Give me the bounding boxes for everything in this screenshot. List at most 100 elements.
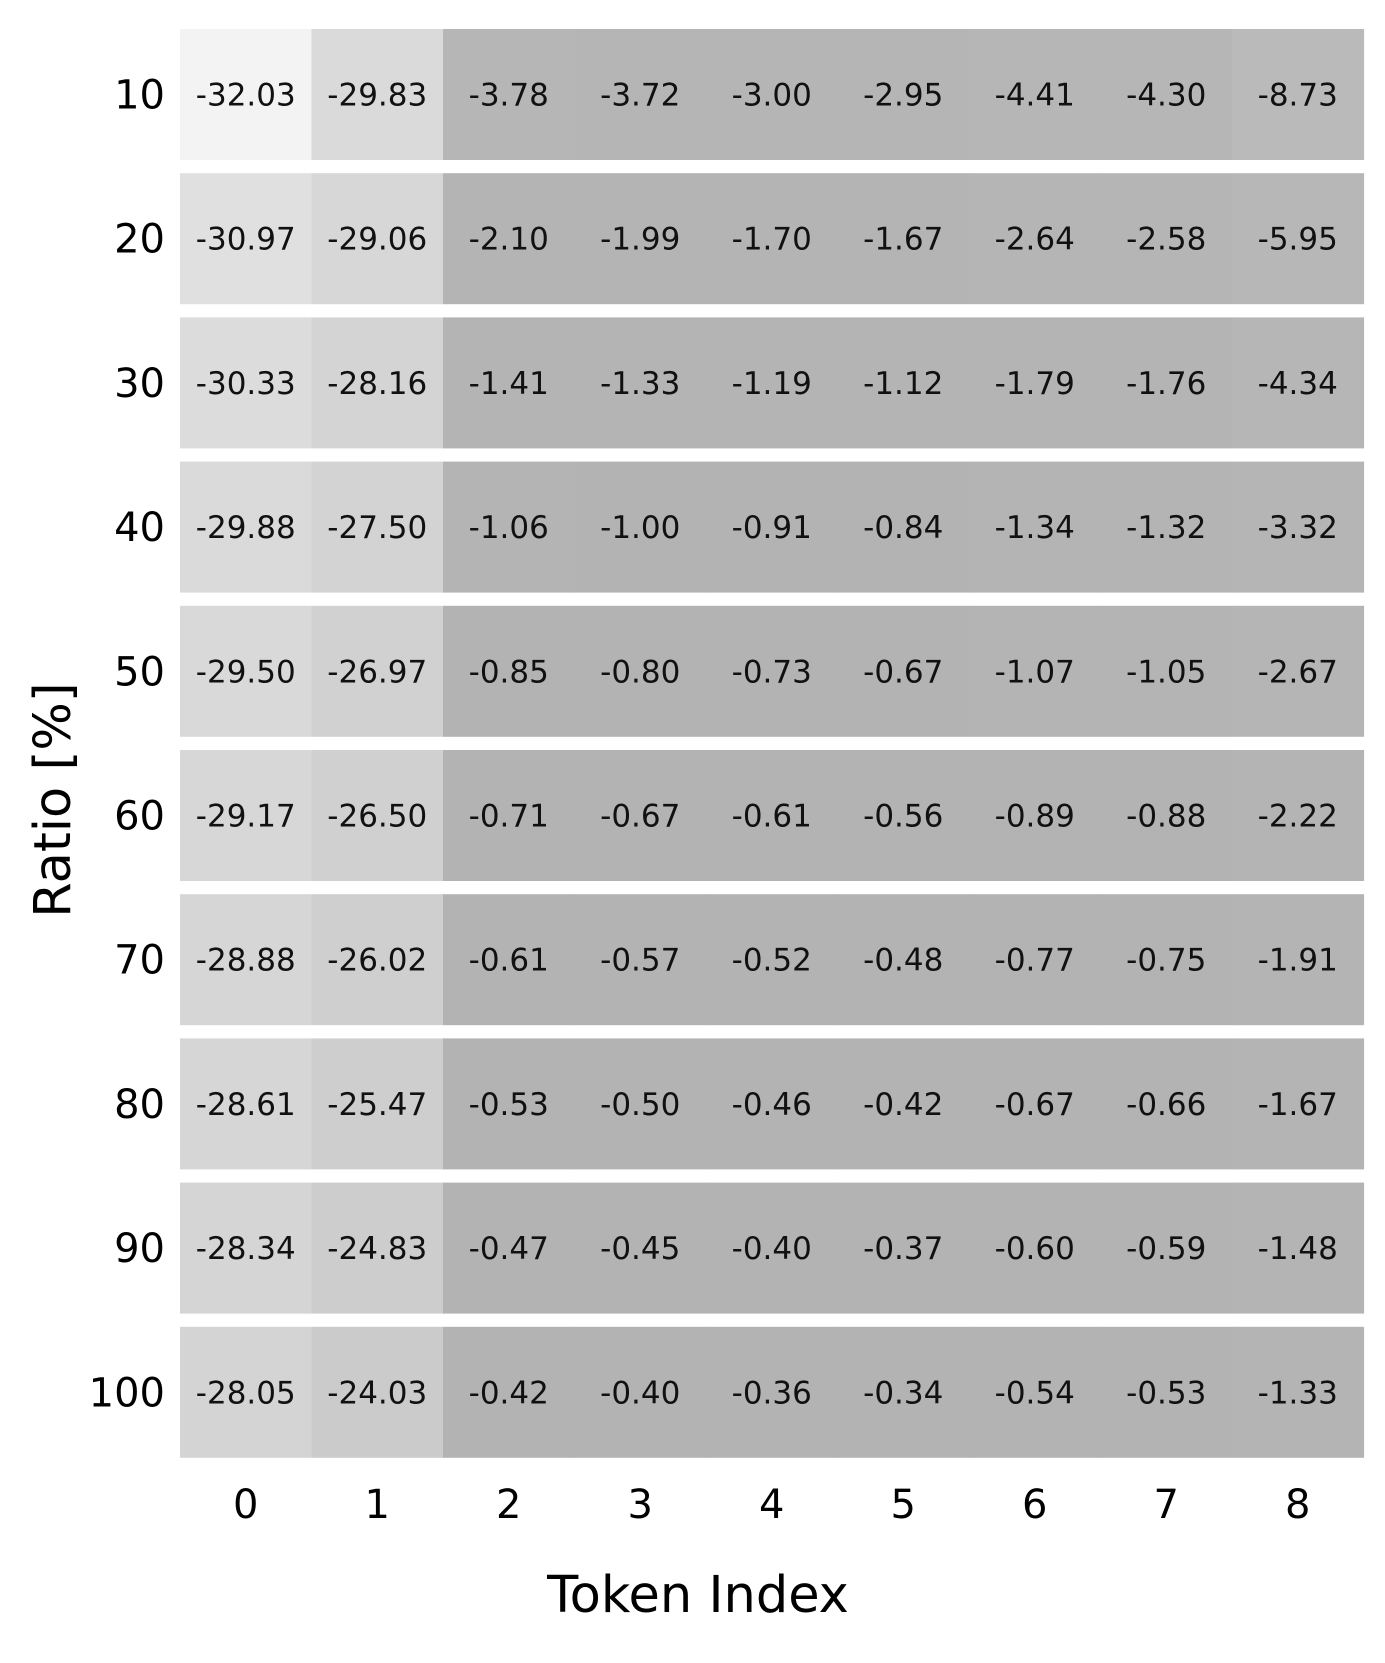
cell-value-label: -1.91 (1258, 943, 1338, 979)
heatmap-cell (969, 605, 1102, 737)
heatmap-cell (443, 173, 576, 305)
heatmap-cell (574, 29, 707, 160)
heatmap-cell (837, 605, 970, 737)
x-axis-label: Token Index (546, 1566, 849, 1625)
y-tick-label: 90 (114, 1226, 165, 1272)
heatmap-cell (574, 173, 707, 305)
cell-value-label: -1.00 (600, 510, 680, 546)
x-tick-labels: 0 1 2 3 4 5 6 7 8 (233, 1482, 1310, 1528)
heatmap-cell (1232, 894, 1365, 1026)
heatmap-cell (1100, 605, 1233, 737)
cell-value-label: -3.32 (1258, 510, 1338, 546)
heatmap-cell (1232, 605, 1365, 737)
cell-value-label: -29.50 (196, 654, 296, 690)
cell-value-label: -1.70 (732, 222, 812, 258)
y-tick-label: 40 (114, 505, 165, 551)
cell-value-label: -1.41 (469, 366, 549, 402)
heatmap-cell (969, 317, 1102, 449)
heatmap-cell (311, 461, 444, 593)
cell-value-label: -25.47 (327, 1087, 427, 1123)
cell-value-label: -2.22 (1258, 799, 1338, 835)
cell-value-label: -32.03 (196, 78, 296, 114)
cell-value-label: -3.78 (469, 78, 549, 114)
cell-value-label: -0.61 (469, 943, 549, 979)
cell-value-label: -0.67 (600, 799, 680, 835)
cell-value-label: -0.75 (1126, 943, 1206, 979)
cell-value-label: -0.56 (863, 799, 943, 835)
cell-value-label: -0.91 (732, 510, 812, 546)
cell-value-label: -28.88 (196, 943, 296, 979)
cell-value-label: -0.36 (732, 1375, 812, 1411)
cell-value-label: -29.88 (196, 510, 296, 546)
heatmap-cell (574, 750, 707, 881)
heatmap-cell (443, 461, 576, 593)
x-tick-label: 6 (1022, 1482, 1047, 1528)
heatmap-cell (443, 29, 576, 160)
heatmap-cell (837, 29, 970, 160)
y-tick-label: 100 (89, 1370, 165, 1416)
cell-value-label: -0.54 (995, 1375, 1075, 1411)
cell-value-label: -0.42 (863, 1087, 943, 1123)
cell-value-label: -26.50 (327, 799, 427, 835)
heatmap-cell (443, 1326, 576, 1458)
heatmap-cell (443, 894, 576, 1026)
heatmap-cell (969, 173, 1102, 305)
cell-value-label: -0.50 (600, 1087, 680, 1123)
heatmap-cell (180, 173, 313, 305)
cell-value-label: -24.83 (327, 1231, 427, 1267)
cell-value-label: -2.67 (1258, 654, 1338, 690)
heatmap-cell (180, 750, 313, 881)
cell-value-label: -1.99 (600, 222, 680, 258)
x-tick-label: 2 (496, 1482, 521, 1528)
heatmap-cell (706, 605, 839, 737)
heatmap-cell (969, 1326, 1102, 1458)
cell-value-label: -26.97 (327, 654, 427, 690)
cell-value-label: -0.40 (732, 1231, 812, 1267)
y-tick-label: 80 (114, 1082, 165, 1128)
y-axis-label: Ratio [%] (24, 682, 83, 917)
cell-value-label: -0.61 (732, 799, 812, 835)
heatmap-cell (1100, 1038, 1233, 1170)
heatmap-cell (574, 605, 707, 737)
cell-value-label: -1.07 (995, 654, 1075, 690)
cell-value-label: -0.57 (600, 943, 680, 979)
cell-value-label: -0.45 (600, 1231, 680, 1267)
heatmap-cell (574, 894, 707, 1026)
heatmap-cell (180, 894, 313, 1026)
heatmap-cell (443, 317, 576, 449)
cell-value-label: -1.33 (1258, 1375, 1338, 1411)
cell-value-label: -2.95 (863, 78, 943, 114)
heatmap-cell (837, 461, 970, 593)
heatmap-cell (311, 317, 444, 449)
cell-value-label: -1.05 (1126, 654, 1206, 690)
heatmap-cell (1232, 750, 1365, 881)
heatmap-cell (180, 461, 313, 593)
cell-value-label: -8.73 (1258, 78, 1338, 114)
y-tick-label: 70 (114, 938, 165, 984)
heatmap-cell (574, 1326, 707, 1458)
cell-value-label: -0.71 (469, 799, 549, 835)
heatmap-cell (837, 317, 970, 449)
cell-value-label: -28.61 (196, 1087, 296, 1123)
heatmap-cell (706, 317, 839, 449)
heatmap-cell (311, 1038, 444, 1170)
cell-value-label: -28.34 (196, 1231, 296, 1267)
cell-value-label: -30.33 (196, 366, 296, 402)
y-tick-label: 30 (114, 361, 165, 407)
heatmap-cell (837, 1182, 970, 1314)
heatmap-cell (443, 750, 576, 881)
heatmap-cell (1100, 894, 1233, 1026)
cell-value-label: -29.83 (327, 78, 427, 114)
cell-value-label: -0.67 (995, 1087, 1075, 1123)
x-tick-label: 4 (759, 1482, 784, 1528)
heatmap-cell (706, 29, 839, 160)
cell-value-label: -26.02 (327, 943, 427, 979)
heatmap-cell (311, 173, 444, 305)
heatmap-cell (443, 1182, 576, 1314)
heatmap-cell (443, 1038, 576, 1170)
cell-value-label: -1.48 (1258, 1231, 1338, 1267)
heatmap-cell (706, 1182, 839, 1314)
heatmap-cell (180, 1326, 313, 1458)
cell-value-label: -29.06 (327, 222, 427, 258)
heatmap-cell (837, 894, 970, 1026)
